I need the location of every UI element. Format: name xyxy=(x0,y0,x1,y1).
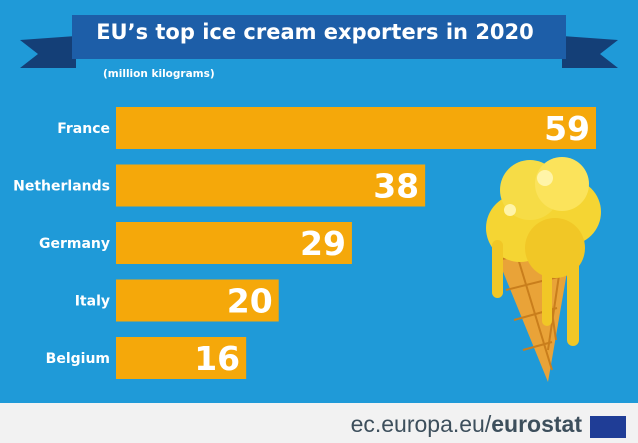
value-label: 20 xyxy=(227,282,273,321)
bar-germany xyxy=(116,222,352,264)
chart-title: EU’s top ice cream exporters in 2020 xyxy=(96,20,534,44)
category-label: Netherlands xyxy=(13,179,110,195)
value-label: 38 xyxy=(373,167,419,206)
category-label: Italy xyxy=(75,294,110,310)
category-label: France xyxy=(57,121,110,137)
ribbon-tail-left xyxy=(20,36,76,68)
ice-cream-illustration xyxy=(486,157,601,382)
bar-netherlands xyxy=(116,164,426,207)
title-ribbon xyxy=(20,15,618,68)
category-label: Germany xyxy=(39,236,110,252)
bar-belgium xyxy=(116,337,247,379)
eu-flag-icon xyxy=(590,416,626,438)
brand-name: eurostat xyxy=(491,411,582,437)
ribbon-tail-right xyxy=(562,36,618,68)
site-url: ec.europa.eu/ xyxy=(350,411,492,437)
bar-france xyxy=(116,107,596,149)
value-label: 59 xyxy=(544,109,590,148)
source-link[interactable]: ec.europa.eu/eurostat xyxy=(351,411,582,438)
value-label: 16 xyxy=(194,339,240,378)
category-label: Belgium xyxy=(46,351,110,367)
ribbon-band xyxy=(72,15,566,59)
bar-italy xyxy=(116,279,279,322)
value-label: 29 xyxy=(300,224,346,263)
unit-label: (million kilograms) xyxy=(103,68,215,80)
bar-chart: France 59 Netherlands 38 Germany 29 Italy 20 Bel… xyxy=(13,107,601,382)
footer: ec.europa.eu/eurostat xyxy=(0,403,638,443)
